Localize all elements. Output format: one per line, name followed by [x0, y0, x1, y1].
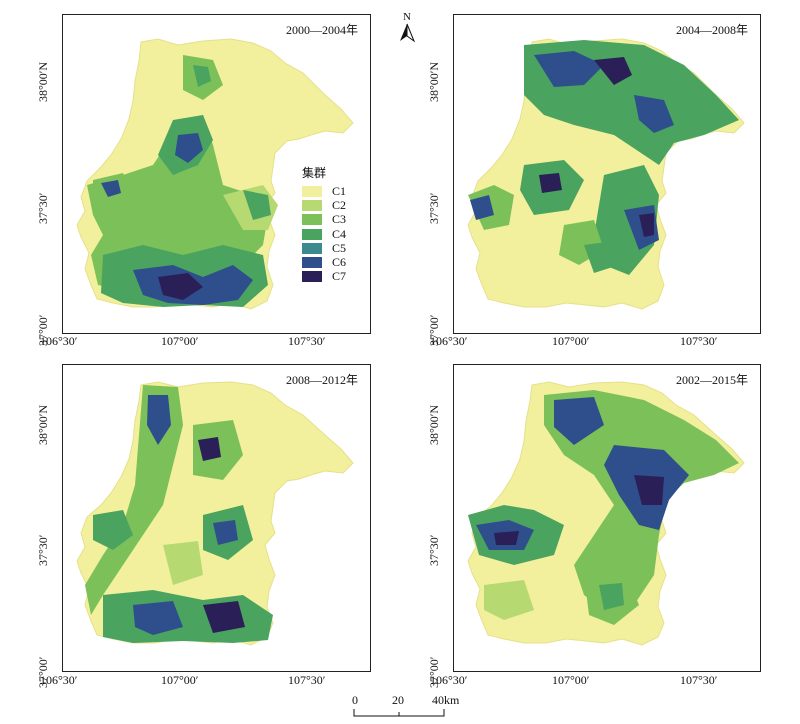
lat-label-37-30: 37°30′: [427, 192, 441, 224]
cluster-patches: [87, 55, 278, 307]
legend-label: C3: [332, 212, 347, 227]
map-panel-2004-2008: 2004—2008年: [453, 14, 761, 334]
legend-label: C5: [332, 240, 347, 255]
region-map: [76, 38, 354, 310]
lon-label-106-30: 106°30′: [430, 334, 468, 348]
region-map: [76, 381, 354, 646]
lon-label-107-30: 107°30′: [288, 673, 326, 687]
lon-label-106-30: 106°30′: [40, 673, 78, 687]
legend-item: C6: [302, 255, 346, 269]
panel-title: 2002—2015年: [675, 373, 748, 387]
lat-label-37-30: 37°30′: [36, 192, 50, 224]
north-arrow-icon: [400, 23, 416, 43]
legend-item: C1: [302, 184, 346, 198]
cluster-patches: [468, 390, 739, 625]
lat-label-38n: 38°00′N: [427, 404, 441, 445]
lon-label-107-30: 107°30′: [680, 673, 718, 687]
legend-label: C1: [332, 183, 347, 198]
legend-label: C4: [332, 226, 347, 241]
legend-label: C6: [332, 255, 347, 270]
lon-label-107: 107°00′: [552, 334, 590, 348]
region-map: [467, 381, 745, 646]
legend-item: C3: [302, 212, 347, 227]
cluster-patches: [85, 385, 273, 643]
legend-swatch: [302, 199, 322, 211]
lon-label-107: 107°00′: [161, 334, 199, 348]
legend-item: C5: [302, 241, 346, 255]
legend-item: C2: [302, 198, 346, 212]
legend-title: 集群: [302, 166, 327, 180]
lat-label-37-30: 37°30′: [427, 534, 441, 566]
north-arrow: N: [397, 12, 417, 48]
lon-label-106-30: 106°30′: [40, 334, 78, 348]
lon-label-107-30: 107°30′: [680, 334, 718, 348]
scale-label-20: 20: [392, 693, 404, 707]
panel-title: 2004—2008年: [675, 23, 748, 37]
legend-item: C7: [302, 269, 347, 284]
legend-label: C2: [332, 197, 347, 212]
map-panel-2000-2004: 2000—2004年: [62, 14, 371, 334]
legend-label: C7: [332, 269, 347, 284]
scale-label-0: 0: [352, 693, 358, 707]
lat-label-38n: 38°00′N: [427, 61, 441, 102]
lat-label-37-30: 37°30′: [36, 534, 50, 566]
panel-title: 2000—2004年: [285, 23, 358, 37]
legend-item: C4: [302, 227, 346, 241]
cluster-legend: 集群 C1 C2 C3 C4 C5 C6 C7: [302, 164, 346, 284]
region-map: [467, 38, 745, 310]
legend-swatch: [302, 257, 322, 269]
panel-title: 2008—2012年: [285, 373, 358, 387]
cluster-patches: [468, 40, 739, 275]
legend-swatch: [302, 185, 322, 197]
legend-swatch: [302, 228, 322, 240]
legend-swatch: [302, 242, 322, 254]
legend-swatch: [302, 271, 322, 283]
lon-label-107: 107°00′: [552, 673, 590, 687]
scale-bar: 0 20 40km: [352, 693, 459, 723]
scale-label-40km: 40km: [432, 693, 460, 707]
lon-label-106-30: 106°30′: [430, 673, 468, 687]
scale-bar-line: [353, 709, 445, 717]
lon-label-107: 107°00′: [161, 673, 199, 687]
lat-label-38n: 38°00′N: [36, 404, 50, 445]
lon-label-107-30: 107°30′: [288, 334, 326, 348]
map-panel-2008-2012: 2008—2012年: [62, 364, 371, 672]
north-label: N: [403, 11, 411, 23]
lat-label-38n: 38°00′N: [36, 61, 50, 102]
legend-swatch: [302, 214, 322, 226]
map-panel-2002-2015: 2002—2015年: [453, 364, 761, 672]
